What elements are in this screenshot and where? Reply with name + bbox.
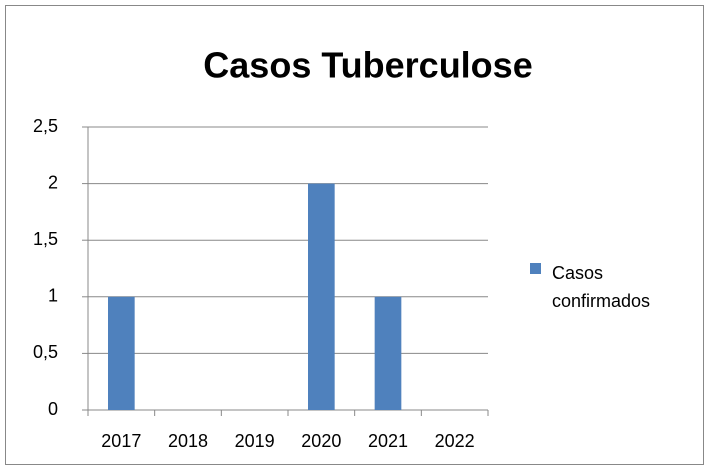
y-tick-label: 1,5	[33, 229, 58, 249]
y-tick-label: 0	[48, 399, 58, 419]
y-tick-label: 0,5	[33, 342, 58, 362]
legend-label: Casos confirmados	[552, 263, 651, 311]
y-tick-label: 2	[48, 172, 58, 192]
x-tick-label: 2022	[435, 431, 475, 451]
y-tick-label: 2,5	[33, 116, 58, 136]
bar	[374, 296, 402, 410]
x-tick-label: 2017	[101, 431, 141, 451]
x-tick-label: 2018	[168, 431, 208, 451]
chart-title: Casos Tuberculose	[203, 45, 532, 86]
y-tick-label: 1	[48, 286, 58, 306]
x-tick-label: 2020	[301, 431, 341, 451]
bar	[108, 296, 135, 410]
legend-swatch	[530, 263, 541, 274]
bar	[308, 183, 335, 410]
x-tick-label: 2019	[235, 431, 275, 451]
x-tick-label: 2021	[368, 431, 408, 451]
